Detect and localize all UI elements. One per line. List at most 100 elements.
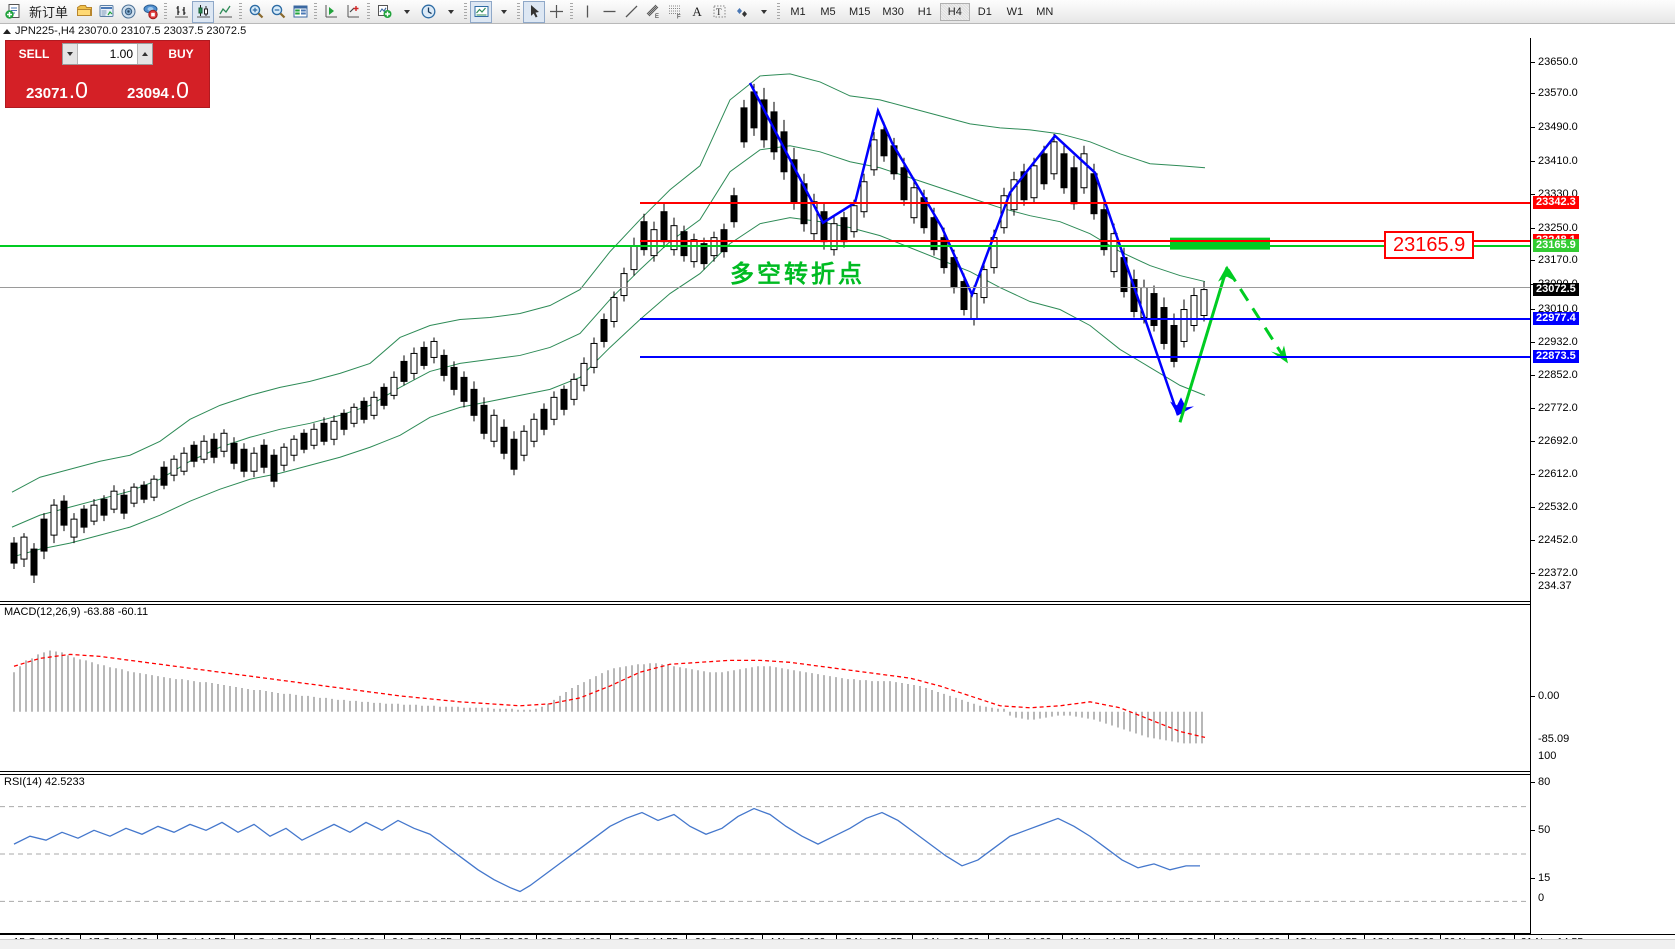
vertical-line-icon[interactable] bbox=[576, 1, 598, 23]
equidistant-channel-icon[interactable]: E bbox=[642, 1, 664, 23]
one-click-trading-panel[interactable]: SELL 1.00 BUY 23071 .0 23094 .0 bbox=[5, 40, 210, 108]
macd-tick: 0.00 bbox=[1531, 690, 1559, 702]
bar-chart-icon[interactable] bbox=[170, 1, 192, 23]
timeframe-d1[interactable]: D1 bbox=[977, 5, 992, 18]
svg-text:T: T bbox=[716, 7, 722, 17]
time-separator bbox=[1288, 935, 1289, 939]
macd-histogram bbox=[13, 650, 1203, 744]
turning-point-annotation[interactable]: 多空转折点 bbox=[730, 260, 865, 288]
market-watch-icon[interactable] bbox=[95, 1, 117, 23]
volume-value[interactable]: 1.00 bbox=[109, 47, 133, 61]
line-chart-icon[interactable] bbox=[214, 1, 236, 23]
support-line-1[interactable] bbox=[640, 318, 1530, 320]
buy-price-integer: 23094 bbox=[127, 85, 169, 102]
autotrading-icon[interactable] bbox=[139, 1, 161, 23]
macd-tick: 234.37 bbox=[1538, 580, 1572, 592]
cursor-icon[interactable] bbox=[523, 0, 546, 23]
timeframe-h1[interactable]: H1 bbox=[917, 5, 932, 18]
sell-price[interactable]: 23071 .0 bbox=[8, 67, 106, 103]
trade-panel-prices: 23071 .0 23094 .0 bbox=[6, 67, 209, 105]
time-separator bbox=[1440, 935, 1441, 939]
timeframe-mn[interactable]: MN bbox=[1036, 5, 1054, 18]
toolbar-separator bbox=[464, 2, 468, 21]
period-dropdown-arrow-icon[interactable] bbox=[439, 1, 461, 23]
candlestick-chart-icon[interactable] bbox=[192, 0, 215, 23]
timeframe-m5[interactable]: M5 bbox=[820, 5, 836, 18]
templates-icon[interactable] bbox=[470, 0, 493, 23]
text-box-icon[interactable]: T bbox=[708, 1, 730, 23]
resistance-line-1[interactable] bbox=[640, 202, 1530, 204]
support-line-2[interactable] bbox=[640, 356, 1530, 358]
rsi-level-lines bbox=[0, 806, 1530, 902]
bid-price-line bbox=[0, 287, 1530, 288]
rsi-tick: 0 bbox=[1538, 892, 1545, 904]
resistance-1-price-label[interactable]: 23342.3 bbox=[1533, 196, 1579, 209]
buy-price[interactable]: 23094 .0 bbox=[109, 67, 207, 103]
time-separator bbox=[310, 935, 311, 939]
volume-decrease-icon[interactable] bbox=[63, 44, 78, 64]
volume-stepper[interactable]: 1.00 bbox=[62, 43, 153, 65]
period-icon[interactable] bbox=[417, 1, 439, 23]
time-separator bbox=[1062, 935, 1063, 939]
toolbar-separator bbox=[517, 2, 521, 21]
price-tick: 22452.0 bbox=[1531, 534, 1578, 546]
buy-price-decimal: .0 bbox=[169, 77, 189, 104]
sell-button[interactable]: SELL bbox=[8, 43, 60, 65]
symbol-header: JPN225-,H4 23070.0 23107.5 23037.5 23072… bbox=[0, 24, 1530, 38]
crosshair-icon[interactable] bbox=[545, 1, 567, 23]
sell-price-decimal: .0 bbox=[68, 77, 88, 104]
time-separator bbox=[536, 935, 537, 939]
price-tick: 22932.0 bbox=[1531, 336, 1578, 348]
buy-button[interactable]: BUY bbox=[155, 43, 207, 65]
price-pane[interactable]: 多空转折点 23165.9 bbox=[0, 38, 1530, 602]
timeframe-m15[interactable]: M15 bbox=[849, 5, 871, 18]
profiles-icon[interactable] bbox=[73, 1, 95, 23]
price-tick: 23410.0 bbox=[1531, 155, 1578, 167]
zoom-out-icon[interactable] bbox=[267, 1, 289, 23]
timeframe-m30[interactable]: M30 bbox=[882, 5, 904, 18]
indicators-icon[interactable] bbox=[373, 1, 395, 23]
rsi-pane[interactable]: RSI(14) 42.5233 bbox=[0, 774, 1530, 934]
macd-pane[interactable]: MACD(12,26,9) -63.88 -60.11 bbox=[0, 604, 1530, 772]
status-bar bbox=[0, 939, 1675, 949]
pivot-price-label[interactable]: 23165.9 bbox=[1533, 239, 1579, 252]
pivot-line[interactable] bbox=[0, 245, 1530, 247]
trendline-icon[interactable] bbox=[620, 1, 642, 23]
timeframe-h4[interactable]: H4 bbox=[939, 2, 970, 21]
auto-scroll-icon[interactable] bbox=[342, 1, 364, 23]
volume-increase-icon[interactable] bbox=[137, 44, 152, 64]
chart-window[interactable]: JPN225-,H4 23070.0 23107.5 23037.5 23072… bbox=[0, 24, 1675, 949]
shift-end-icon[interactable] bbox=[320, 1, 342, 23]
collapse-triangle-icon[interactable] bbox=[3, 28, 11, 34]
target-price-callout[interactable]: 23165.9 bbox=[1384, 231, 1475, 259]
support-1-price-label[interactable]: 22977.4 bbox=[1533, 312, 1579, 325]
time-separator bbox=[836, 935, 837, 939]
zigzag-analysis-line bbox=[748, 82, 1180, 416]
time-separator bbox=[80, 935, 81, 939]
zoom-in-icon[interactable] bbox=[245, 1, 267, 23]
svg-text:F: F bbox=[677, 15, 681, 21]
indicators-dropdown-arrow-icon[interactable] bbox=[395, 1, 417, 23]
price-tick: 22692.0 bbox=[1531, 435, 1578, 447]
new-order-icon[interactable] bbox=[2, 1, 24, 23]
horizontal-line-icon[interactable] bbox=[598, 1, 620, 23]
time-separator bbox=[460, 935, 461, 939]
shapes-dropdown-arrow-icon[interactable] bbox=[752, 1, 774, 23]
resistance-line-2[interactable] bbox=[640, 240, 1530, 242]
templates-dropdown-arrow-icon[interactable] bbox=[492, 1, 514, 23]
time-separator bbox=[1364, 935, 1365, 939]
toolbar-separator bbox=[777, 2, 781, 21]
new-order-label[interactable]: 新订单 bbox=[24, 1, 73, 23]
support-2-price-label[interactable]: 22873.5 bbox=[1533, 350, 1579, 363]
text-label-icon[interactable]: A bbox=[692, 3, 702, 19]
price-axis[interactable]: 23650.0 23570.0 23490.0 23410.0 23330.0 … bbox=[1530, 38, 1675, 934]
fibonacci-icon[interactable]: F bbox=[664, 1, 686, 23]
data-window-icon[interactable] bbox=[289, 1, 311, 23]
navigator-icon[interactable] bbox=[117, 1, 139, 23]
timeframe-m1[interactable]: M1 bbox=[790, 5, 806, 18]
timeframe-w1[interactable]: W1 bbox=[1006, 5, 1024, 18]
bollinger-lower-band bbox=[11, 217, 1206, 558]
time-separator bbox=[1214, 935, 1215, 939]
shapes-icon[interactable] bbox=[730, 1, 752, 23]
toolbar-separator bbox=[367, 2, 371, 21]
